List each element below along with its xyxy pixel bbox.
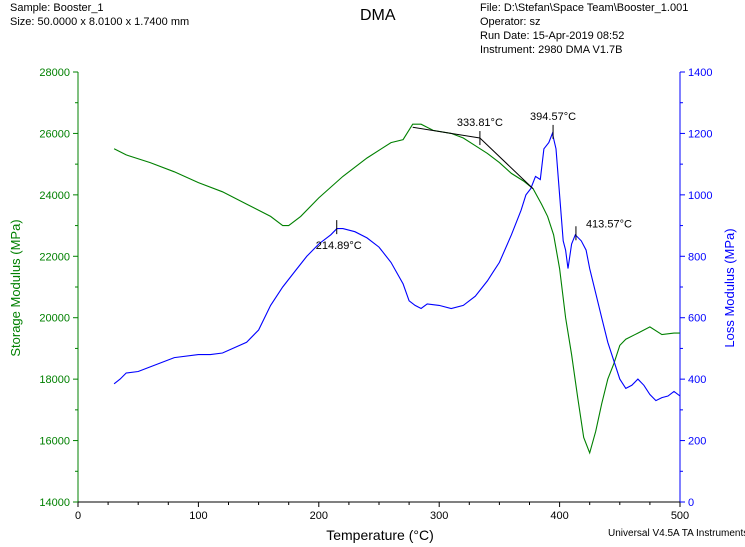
x-tick-label: 200 bbox=[310, 510, 328, 522]
y-right-tick-label: 1000 bbox=[688, 190, 712, 202]
y-left-tick-label: 14000 bbox=[39, 497, 70, 509]
y-right-tick-label: 800 bbox=[688, 251, 706, 263]
y-left-tick-label: 22000 bbox=[39, 251, 70, 263]
operator-label: Operator: sz bbox=[480, 16, 541, 28]
y-axis-right-label: Loss Modulus (MPa) bbox=[722, 228, 737, 347]
y-left-tick-label: 16000 bbox=[39, 436, 70, 448]
loss-modulus-line bbox=[113, 131, 681, 402]
file-label: File: D:\Stefan\Space Team\Booster_1.001 bbox=[480, 2, 689, 14]
y-right-tick-label: 1200 bbox=[688, 128, 712, 140]
x-tick-label: 300 bbox=[430, 510, 448, 522]
y-right-tick-label: 1400 bbox=[688, 67, 712, 79]
peak-annotation: 413.57°C bbox=[586, 218, 632, 230]
y-left-tick-label: 20000 bbox=[39, 313, 70, 325]
onset-line bbox=[479, 137, 534, 190]
y-left-tick-label: 28000 bbox=[39, 67, 70, 79]
peak-annotation: 394.57°C bbox=[530, 111, 576, 123]
instrument-label: Instrument: 2980 DMA V1.7B bbox=[480, 44, 623, 56]
onset-line bbox=[412, 126, 480, 139]
x-tick-label: 400 bbox=[550, 510, 568, 522]
x-tick-label: 0 bbox=[75, 510, 81, 522]
y-right-tick-label: 200 bbox=[688, 436, 706, 448]
peak-annotation: 214.89°C bbox=[316, 240, 362, 252]
chart-title: DMA bbox=[360, 7, 396, 24]
y-right-tick-label: 400 bbox=[688, 374, 706, 386]
y-left-tick-label: 26000 bbox=[39, 128, 70, 140]
chart-axes: 0 100 200 300 400 500140001600018000200002200… bbox=[39, 67, 712, 522]
footer-label: Universal V4.5A TA Instruments bbox=[608, 528, 745, 539]
y-right-tick-label: 0 bbox=[688, 497, 694, 509]
x-tick-label: 500 bbox=[671, 510, 689, 522]
run-date-label: Run Date: 15-Apr-2019 08:52 bbox=[480, 30, 625, 42]
x-axis-label: Temperature (°C) bbox=[326, 527, 434, 543]
sample-label: Sample: Booster_1 bbox=[10, 2, 104, 14]
x-tick-label: 100 bbox=[189, 510, 207, 522]
peak-annotation: 333.81°C bbox=[457, 117, 503, 129]
y-left-tick-label: 18000 bbox=[39, 374, 70, 386]
size-label: Size: 50.0000 x 8.0100 x 1.7400 mm bbox=[10, 16, 190, 28]
y-left-tick-label: 24000 bbox=[39, 190, 70, 202]
chart-plot-area: 214.89°C 333.81°C 394.57°C 413.57°C bbox=[113, 111, 681, 455]
storage-modulus-line bbox=[113, 123, 680, 455]
y-right-tick-label: 600 bbox=[688, 313, 706, 325]
y-axis-left-label: Storage Modulus (MPa) bbox=[8, 219, 23, 356]
